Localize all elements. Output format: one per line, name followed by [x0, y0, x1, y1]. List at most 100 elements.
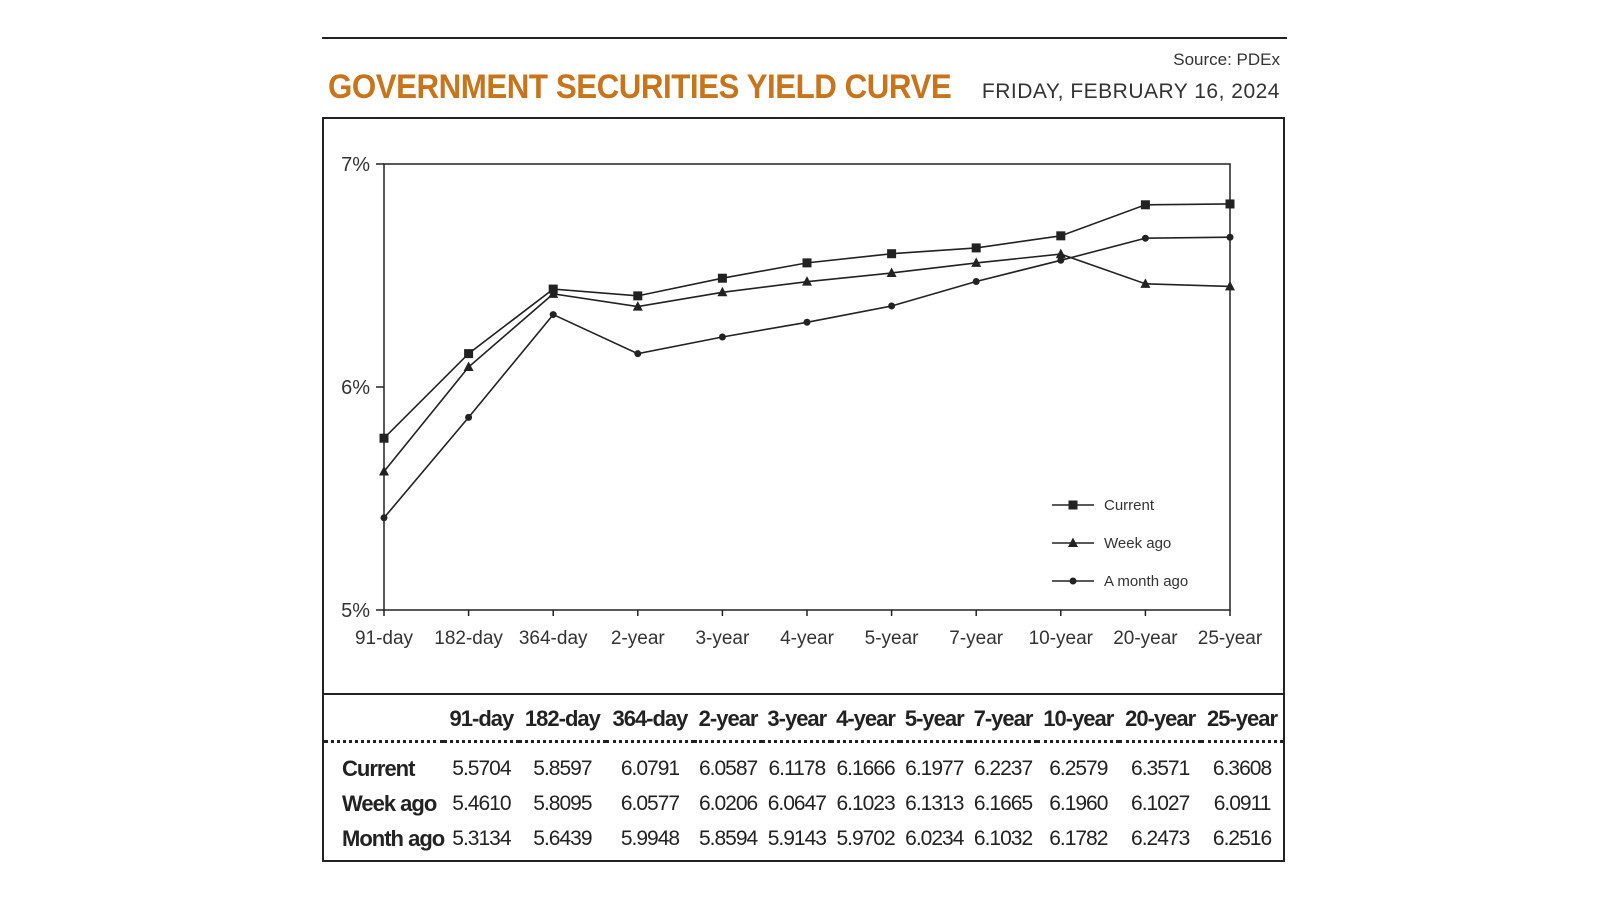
- table-cell: 5.8594: [698, 826, 758, 850]
- x-tick-label: 4-year: [780, 628, 835, 649]
- data-point: [717, 286, 728, 297]
- table-cell: 6.1027: [1131, 791, 1190, 815]
- table-cell: 5.4610: [452, 791, 511, 815]
- y-tick-label: 5%: [341, 600, 370, 622]
- table-cell: 6.1023: [836, 791, 895, 815]
- x-tick-label: 7-year: [949, 628, 1004, 649]
- y-tick-label: 7%: [341, 154, 370, 176]
- data-point: [1225, 280, 1235, 291]
- table-header: 3-year: [762, 698, 832, 743]
- x-tick-label: 3-year: [695, 628, 750, 649]
- data-point: [379, 433, 389, 443]
- data-point: [465, 413, 473, 421]
- table-header: 20-year: [1119, 698, 1202, 743]
- x-tick-label: 10-year: [1029, 628, 1094, 649]
- table-cell: 6.3571: [1131, 756, 1190, 780]
- data-point: [971, 257, 982, 267]
- table-cell: 5.8597: [533, 756, 592, 780]
- table-cell: 6.3608: [1212, 756, 1272, 780]
- data-point: [802, 276, 812, 286]
- table-cell: 6.1032: [973, 826, 1033, 850]
- data-point: [802, 258, 812, 268]
- date-label: FRIDAY, FEBRUARY 16, 2024: [981, 80, 1280, 103]
- data-point: [634, 350, 642, 358]
- table-cell: 5.9702: [836, 826, 895, 850]
- data-point: [632, 301, 643, 311]
- table-header-row: 91-day 182-day 364-day 2-year 3-year 4-y…: [324, 698, 1283, 743]
- data-point: [888, 302, 896, 310]
- x-tick-label: 182-day: [434, 628, 503, 649]
- table-cell: 6.0587: [698, 756, 758, 780]
- data-point: [718, 333, 726, 341]
- page-title: GOVERNMENT SECURITIES YIELD CURVE: [328, 68, 952, 106]
- row-label: Week ago: [342, 790, 437, 816]
- data-point: [1140, 278, 1151, 288]
- table-header: 5-year: [899, 698, 969, 743]
- data-point: [971, 243, 981, 253]
- data-point: [1141, 234, 1149, 242]
- table-header: 182-day: [518, 698, 607, 743]
- table-cell: 5.9143: [767, 826, 827, 850]
- x-tick-label: 364-day: [519, 628, 588, 649]
- data-point: [379, 466, 389, 476]
- legend-marker: [1068, 537, 1078, 547]
- table-cell: 6.0647: [767, 791, 827, 815]
- data-point: [887, 249, 897, 259]
- data-point: [1140, 200, 1150, 210]
- row-label: Current: [342, 755, 415, 781]
- table-row: Month ago 5.3134 5.6439 5.9948 5.8594 5.…: [324, 821, 1283, 856]
- data-point: [548, 288, 559, 298]
- table-cell: 6.0577: [620, 791, 680, 815]
- data-point: [549, 311, 557, 319]
- table-row: Current 5.5704 5.8597 6.0791 6.0587 6.11…: [324, 742, 1283, 787]
- table-cell: 6.1960: [1049, 791, 1108, 815]
- table-cell: 6.0791: [620, 756, 680, 780]
- legend-label: A month ago: [1104, 573, 1188, 590]
- table-cell: 6.2473: [1131, 826, 1190, 850]
- data-point: [380, 514, 388, 522]
- chart-frame: [322, 117, 1285, 862]
- top-rule: [322, 37, 1287, 39]
- data-point: [1056, 231, 1066, 241]
- table-cell: 6.1665: [973, 791, 1033, 815]
- data-point: [803, 318, 811, 326]
- chart-table-divider: [322, 693, 1285, 695]
- table-cell: 5.9948: [620, 826, 680, 850]
- table-cell: 5.5704: [452, 756, 511, 780]
- data-point: [464, 349, 474, 359]
- data-point: [463, 361, 474, 372]
- x-tick-label: 25-year: [1198, 628, 1263, 649]
- table-cell: 5.6439: [533, 826, 592, 850]
- table-cell: 5.8095: [533, 791, 592, 815]
- source-label: Source: PDEx: [1173, 50, 1280, 69]
- table-cell: 6.1313: [905, 791, 964, 815]
- table-cell: 6.0911: [1213, 791, 1272, 815]
- yield-table: 91-day 182-day 364-day 2-year 3-year 4-y…: [324, 698, 1283, 856]
- data-point: [886, 267, 897, 277]
- data-point: [972, 277, 980, 285]
- table-cell: 6.1977: [905, 756, 964, 780]
- table-cell: 6.1666: [836, 756, 895, 780]
- table-cell: 5.3134: [452, 826, 511, 850]
- x-tick-label: 5-year: [865, 628, 920, 649]
- x-tick-label: 91-day: [355, 628, 414, 649]
- table-corner: [324, 698, 445, 743]
- row-label: Month ago: [342, 825, 445, 851]
- table-row: Week ago 5.4610 5.8095 6.0577 6.0206 6.0…: [324, 786, 1283, 821]
- data-point: [1055, 248, 1066, 259]
- data-point: [1225, 199, 1235, 209]
- x-tick-label: 20-year: [1113, 628, 1178, 649]
- series-line: [383, 253, 1231, 473]
- table-header: 91-day: [444, 698, 519, 743]
- table-header: 2-year: [693, 698, 763, 743]
- legend-label: Current: [1104, 497, 1155, 514]
- y-tick-label: 6%: [341, 377, 370, 399]
- x-tick-label: 2-year: [611, 628, 666, 649]
- table-cell: 6.1178: [768, 756, 826, 780]
- table-header: 10-year: [1037, 698, 1120, 743]
- legend-label: Week ago: [1104, 535, 1171, 552]
- table-cell: 6.2579: [1049, 756, 1108, 780]
- table-cell: 6.2237: [973, 756, 1033, 780]
- data-point: [1057, 256, 1065, 264]
